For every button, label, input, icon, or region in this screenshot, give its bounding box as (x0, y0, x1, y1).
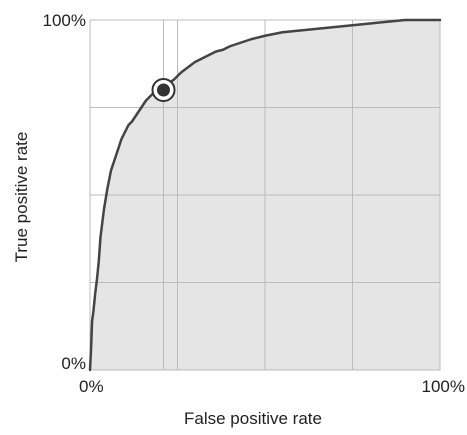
x-tick-label-100: 100% (422, 377, 465, 396)
x-tick-label-0: 0% (79, 377, 104, 396)
x-axis-label: False positive rate (184, 409, 322, 428)
operating-point-dot (157, 83, 170, 97)
plot-area (88, 18, 442, 372)
y-tick-label-0: 0% (61, 354, 86, 373)
y-axis-label: True positive rate (12, 132, 31, 263)
chart-labels: 0% 100% 0% 100% False positive rate True posi… (12, 11, 465, 428)
plot-frame (89, 19, 441, 371)
y-tick-label-100: 100% (43, 11, 86, 30)
